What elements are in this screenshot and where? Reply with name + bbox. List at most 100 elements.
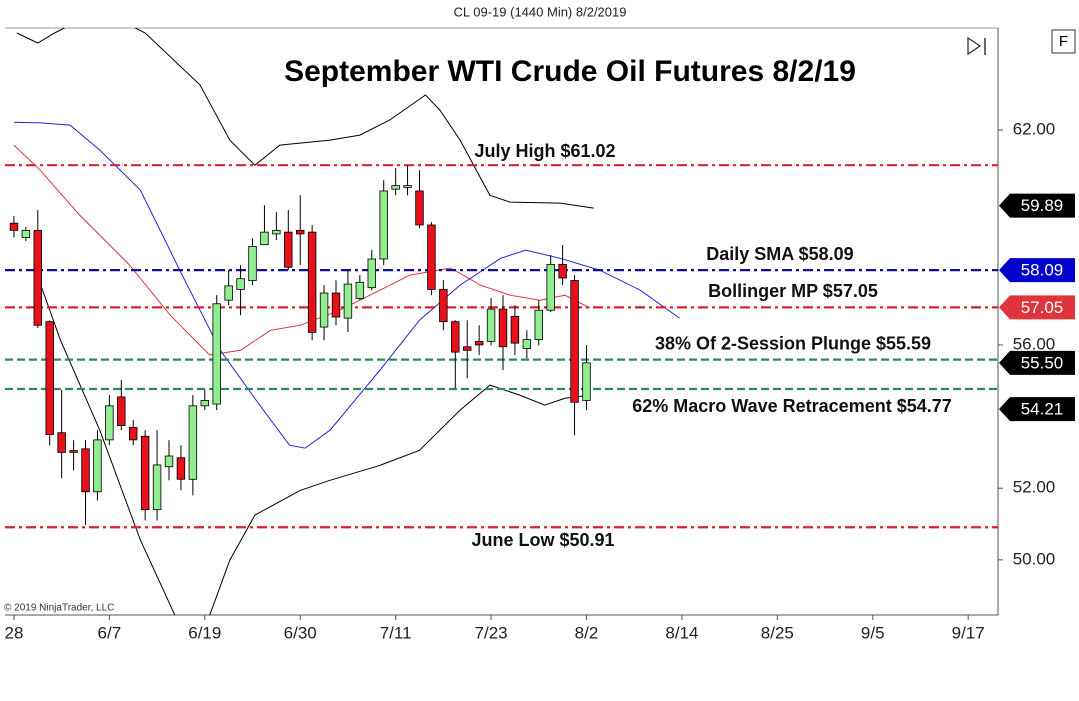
candle (427, 222, 436, 296)
f-button-label[interactable]: F (1059, 33, 1068, 50)
candle-body (355, 281, 365, 299)
candle-body (379, 190, 388, 260)
level-annotation: 38% Of 2-Session Plunge $55.59 (655, 333, 931, 353)
x-tick-label: 7/11 (380, 623, 412, 642)
candle-body (498, 308, 508, 348)
price-marker-label: 57.05 (1021, 298, 1064, 317)
y-tick-label: 50.00 (1013, 549, 1056, 568)
candle (367, 250, 377, 291)
candle-body (319, 292, 329, 328)
candle (117, 380, 126, 431)
x-tick-label: 8/25 (761, 623, 794, 642)
candle-body (200, 400, 210, 407)
candle (498, 295, 508, 371)
candle-body (582, 362, 591, 401)
candle-body (176, 457, 186, 480)
candle-body (212, 303, 221, 405)
price-marker-label: 55.50 (1021, 353, 1064, 372)
candle (462, 320, 472, 379)
candle-body (451, 321, 460, 353)
candle-body (152, 464, 162, 511)
price-marker (999, 350, 1075, 375)
indicator-line (16, 28, 594, 209)
candle-body (33, 229, 43, 326)
candle-body (415, 190, 424, 226)
y-tick-label: 56.00 (1013, 334, 1056, 353)
candle (582, 344, 591, 411)
candle (284, 209, 293, 271)
candle-body (248, 246, 257, 281)
x-tick-label: 8/2 (575, 623, 599, 642)
candle (355, 275, 365, 301)
level-annotation: Daily SMA $58.09 (706, 244, 853, 264)
price-marker (999, 193, 1075, 218)
x-tick-label: 7/23 (475, 623, 508, 642)
price-marker-label: 58.09 (1021, 261, 1064, 280)
candle (164, 440, 174, 481)
candle-body (224, 285, 233, 301)
candle-body (570, 280, 579, 403)
candle (272, 212, 281, 241)
candle (546, 255, 555, 313)
candle-body (81, 448, 90, 493)
candle-body (522, 339, 532, 349)
candle-body (427, 224, 436, 290)
chart-subtitle: CL 09-19 (1440 Min) 8/2/2019 (454, 4, 627, 19)
candle (176, 445, 186, 491)
level-annotation: June Low $50.91 (471, 530, 614, 550)
candle-body (57, 432, 66, 453)
candle-body (21, 229, 31, 238)
x-tick-label: 6/30 (284, 623, 317, 642)
indicator-line (13, 121, 680, 449)
copyright: © 2019 NinjaTrader, LLC (4, 603, 114, 614)
candle (391, 168, 400, 196)
candle (224, 270, 233, 306)
candle-body (188, 405, 198, 480)
candle-body (486, 308, 496, 342)
scroll-end-icon[interactable] (967, 36, 986, 56)
candle (129, 420, 138, 446)
candle (248, 238, 257, 286)
price-marker (999, 295, 1075, 320)
candle-body (307, 231, 317, 333)
level-annotation: July High $61.02 (474, 141, 615, 161)
candle-body (129, 426, 138, 441)
candle-body (140, 435, 150, 511)
candle (295, 195, 305, 266)
candle-body (534, 309, 543, 340)
candle (534, 300, 543, 346)
level-annotation: 62% Macro Wave Retracement $54.77 (632, 396, 952, 416)
price-marker-label: 59.89 (1021, 196, 1064, 215)
candle-body (558, 263, 567, 279)
price-marker (999, 397, 1075, 422)
candle (522, 330, 532, 359)
candle-body (69, 450, 78, 453)
candle-body (260, 231, 269, 246)
candle (451, 320, 460, 389)
candle (510, 305, 520, 355)
candle (474, 325, 484, 355)
y-tick-label: 62.00 (1013, 120, 1056, 139)
play-icon[interactable] (967, 36, 982, 56)
candle (57, 390, 66, 479)
candle (331, 280, 341, 326)
candle-body (117, 396, 126, 426)
candle-body (403, 185, 412, 188)
candle (81, 440, 90, 526)
candle (93, 430, 102, 501)
candle-body (367, 258, 377, 289)
candle-body (439, 289, 448, 323)
candle (379, 180, 388, 266)
candle (319, 285, 329, 341)
f-button[interactable] (1051, 29, 1076, 54)
candle-body (546, 263, 555, 311)
candle (558, 245, 567, 286)
candle-body (164, 455, 174, 468)
candle-body (105, 405, 114, 441)
candle (188, 395, 198, 496)
candle-body (462, 346, 472, 351)
candle (486, 298, 496, 346)
price-marker-label: 54.21 (1021, 400, 1064, 419)
y-tick-label: 52.00 (1013, 478, 1056, 497)
